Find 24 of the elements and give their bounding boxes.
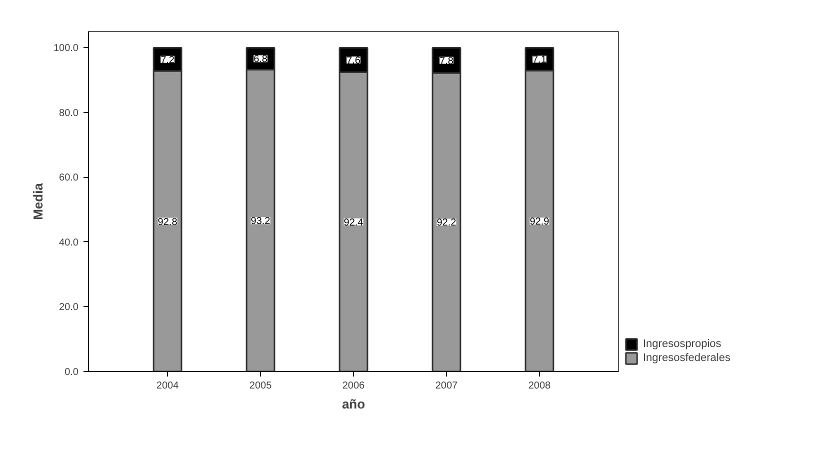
data-label: 7.2 [160,54,175,66]
data-label: 92.4 [344,217,364,228]
data-label: 92.9 [530,216,550,228]
y-tick-label: 0.0 [64,367,79,378]
data-label: 7.6 [346,55,361,66]
data-label: 7.8 [440,56,454,67]
x-tick-label: 2006 [342,380,366,392]
data-label: 92.8 [158,216,178,228]
y-tick-label: 40.0 [59,237,79,248]
data-label: 7.1 [532,54,547,66]
y-tick-label: 80.0 [59,108,79,119]
legend-label: Ingresospropios [643,337,722,351]
data-label: 92.2 [436,218,457,229]
data-label: 93.2 [250,216,271,228]
legend-label: Ingresosfederales [643,351,730,365]
x-tick-label: 2007 [435,380,458,392]
y-axis-title: Media [30,182,46,220]
x-tick-label: 2004 [156,380,180,392]
y-tick-label: 60.0 [59,172,79,184]
y-tick-label: 100.0 [53,43,79,54]
y-tick-label: 20.0 [59,302,79,314]
x-tick-label: 2008 [528,380,552,392]
x-axis-title: año [342,396,366,412]
x-tick-label: 2005 [249,380,272,392]
